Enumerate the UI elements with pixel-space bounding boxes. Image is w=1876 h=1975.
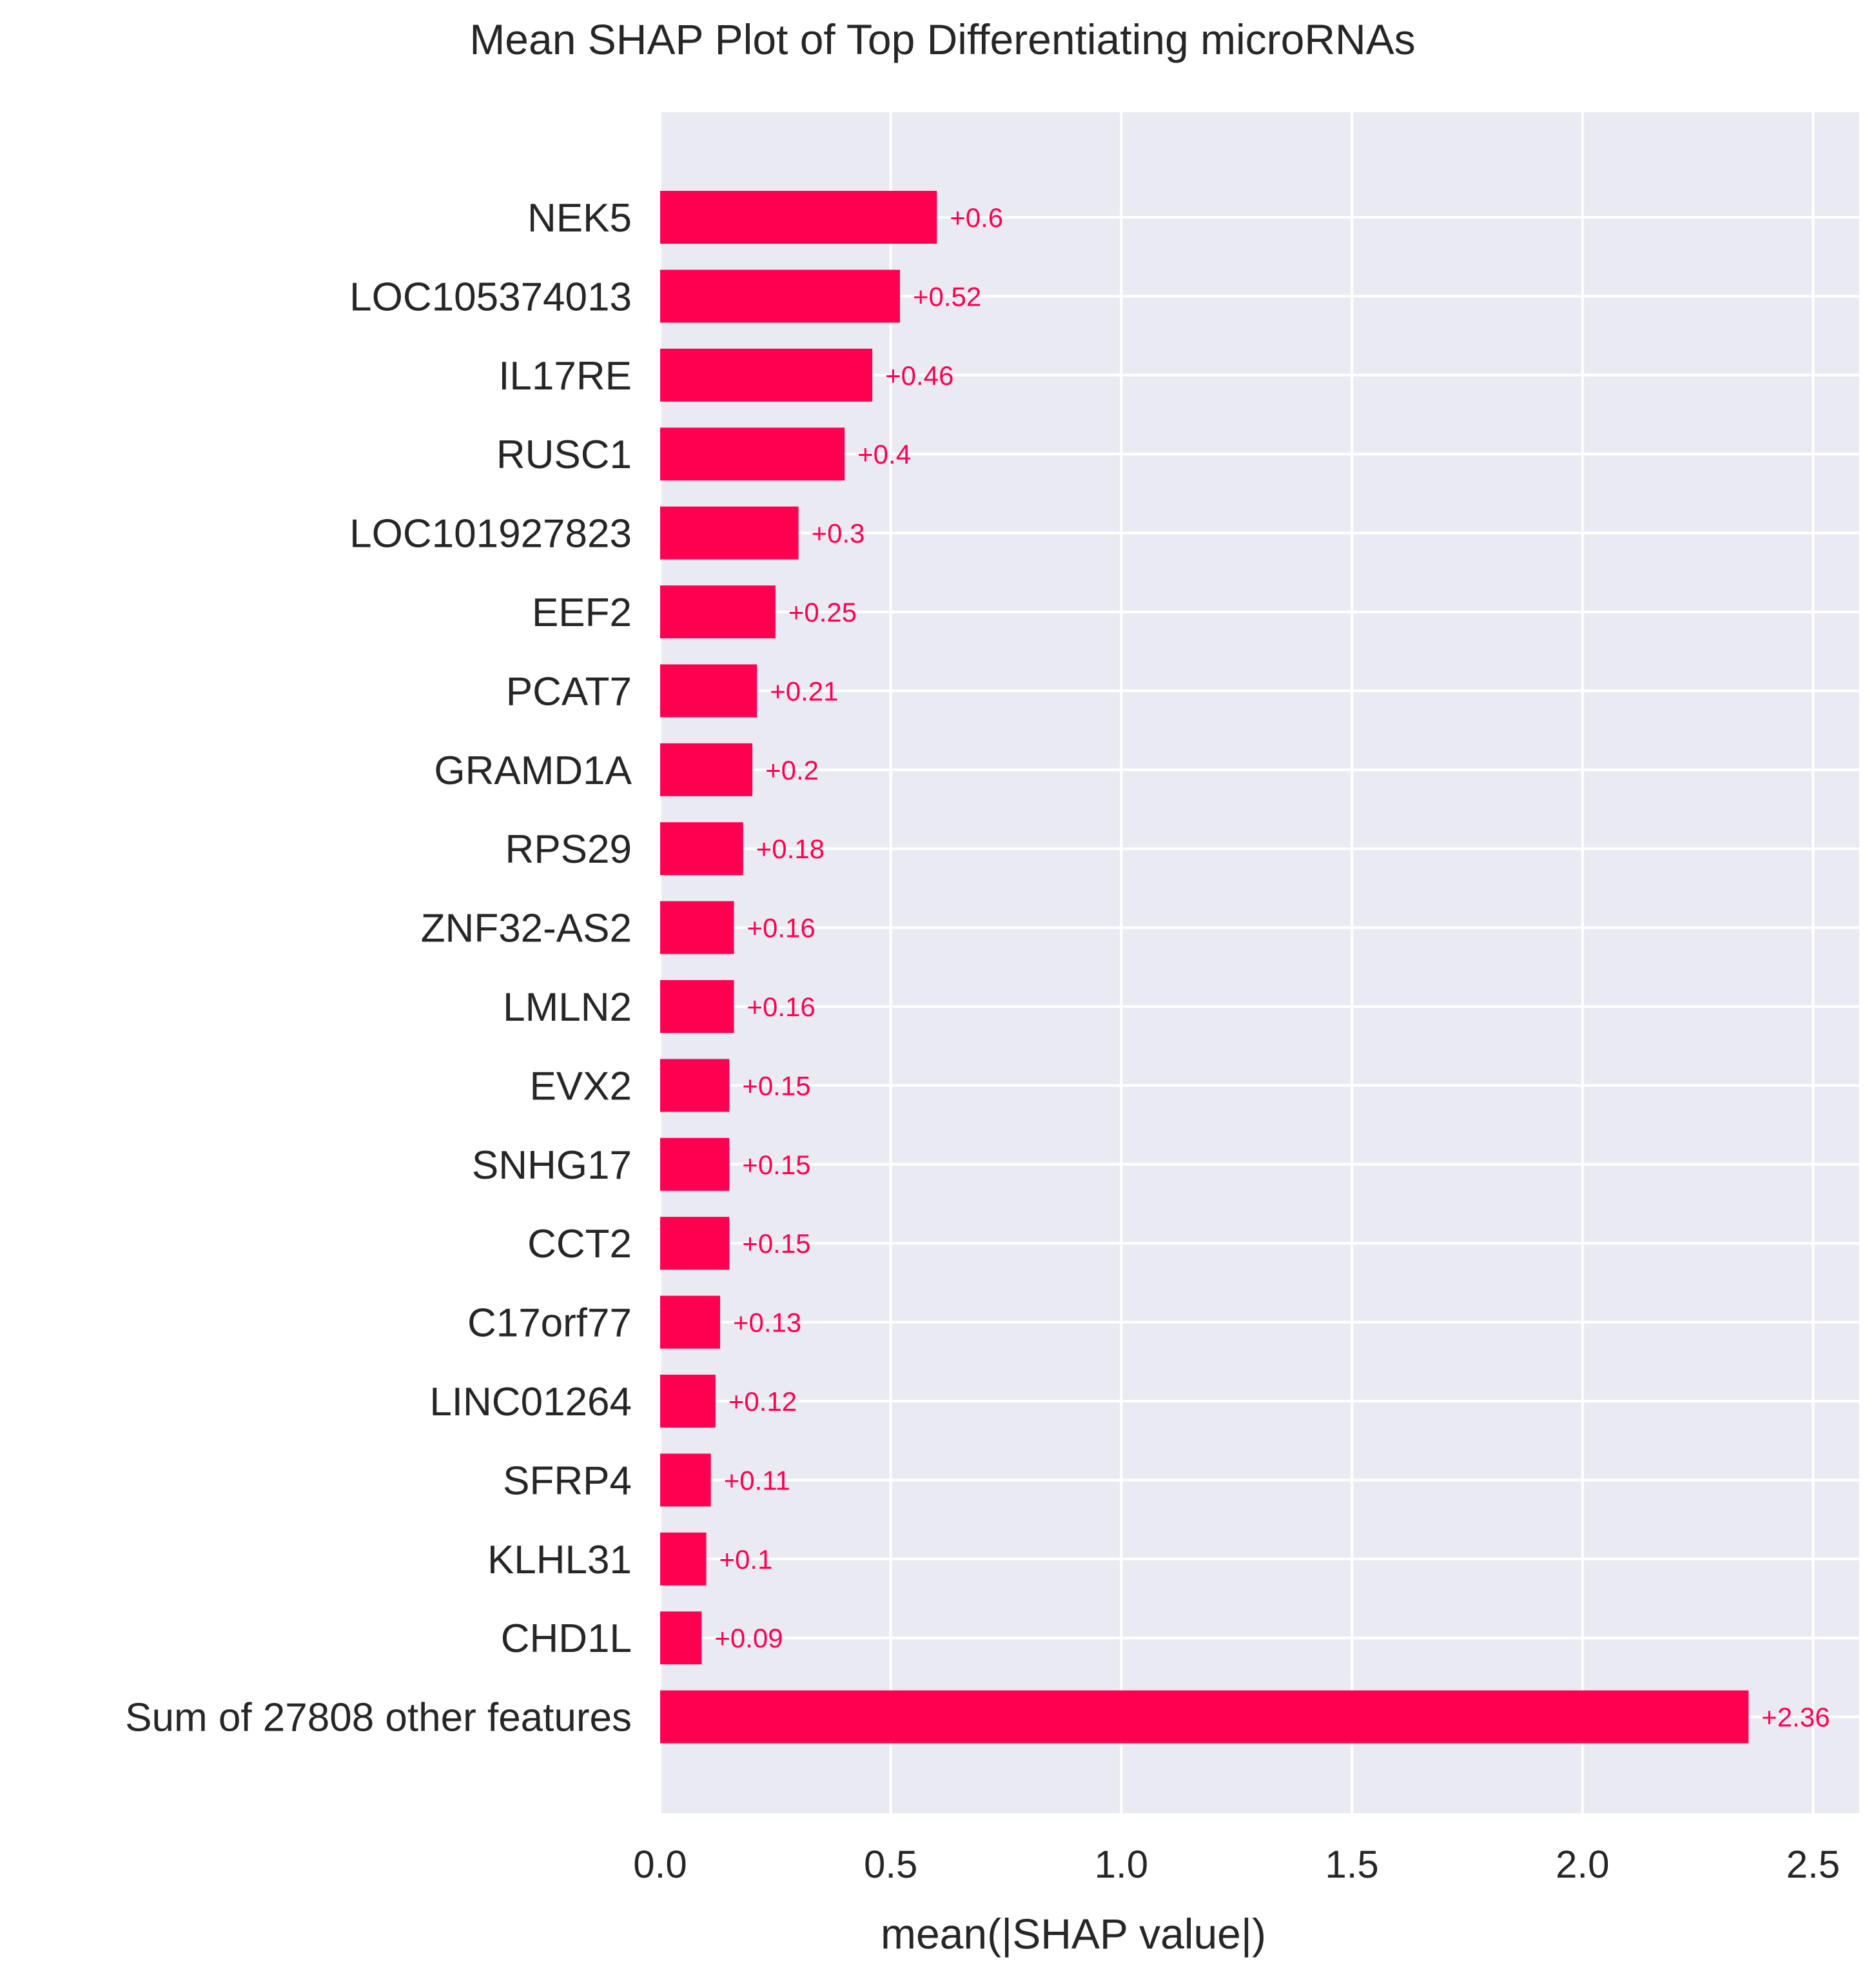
bars: [660, 191, 1749, 1744]
data-label: +0.12: [728, 1386, 797, 1417]
y-tick-label: CHD1L: [501, 1616, 632, 1661]
y-tick-label: C17orf77: [467, 1301, 632, 1346]
y-tick-label: EEF2: [532, 591, 632, 635]
bar: [660, 980, 734, 1033]
data-label: +0.2: [765, 755, 819, 785]
y-axis-labels: NEK5 LOC105374013 IL17RE RUSC1 LOC101927823 E…: [125, 196, 632, 1740]
data-label: +0.16: [747, 992, 815, 1022]
bar: [660, 1375, 716, 1428]
y-tick-label: LOC101927823: [349, 512, 632, 556]
y-tick-label: LMLN2: [503, 985, 632, 1030]
data-label: +0.09: [714, 1623, 783, 1653]
y-tick-label: SNHG17: [472, 1143, 632, 1188]
bar: [660, 270, 900, 323]
x-tick-label: 0.5: [864, 1843, 917, 1886]
data-label: +0.15: [742, 1150, 810, 1180]
bar: [660, 822, 743, 876]
bar: [660, 348, 873, 402]
bar: [660, 1059, 730, 1112]
y-tick-label: NEK5: [527, 196, 632, 241]
data-label: +0.4: [857, 439, 911, 469]
data-label: +0.46: [885, 360, 953, 391]
bar: [660, 506, 799, 560]
data-label: +0.1: [719, 1544, 773, 1575]
bar: [660, 1532, 707, 1586]
y-tick-label: IL17RE: [498, 354, 632, 398]
data-label: +0.52: [913, 281, 981, 311]
y-tick-label: PCAT7: [506, 669, 632, 714]
x-axis-label: mean(|SHAP value|): [881, 1910, 1266, 1958]
x-tick-label: 2.0: [1556, 1843, 1609, 1886]
bar: [660, 1137, 730, 1191]
y-tick-label: KLHL31: [487, 1538, 632, 1582]
x-axis-ticks: 0.0 0.5 1.0 1.5 2.0 2.5: [633, 1843, 1840, 1886]
value-labels: +0.6 +0.52 +0.46 +0.4 +0.3 +0.25 +0.21 +0.2 +0.1…: [714, 202, 1830, 1733]
y-tick-label: SFRP4: [503, 1459, 632, 1503]
data-label: +0.15: [742, 1228, 810, 1259]
y-tick-label: ZNF32-AS2: [421, 907, 632, 951]
bar: [660, 1690, 1749, 1744]
data-label: +2.36: [1761, 1702, 1830, 1733]
y-tick-label: RPS29: [505, 827, 632, 872]
y-tick-label: EVX2: [529, 1064, 632, 1108]
x-tick-label: 0.0: [633, 1843, 687, 1886]
y-tick-label: RUSC1: [496, 433, 632, 477]
bar: [660, 1217, 730, 1270]
y-tick-label: GRAMD1A: [434, 749, 632, 793]
bar: [660, 427, 845, 481]
y-tick-label: CCT2: [527, 1222, 632, 1266]
data-label: +0.21: [770, 676, 838, 706]
x-tick-label: 2.5: [1786, 1843, 1840, 1886]
y-tick-label: LOC105374013: [349, 275, 632, 319]
data-label: +0.18: [756, 834, 825, 864]
data-label: +0.15: [742, 1070, 810, 1101]
chart-title: Mean SHAP Plot of Top Differentiating mi…: [469, 15, 1415, 63]
x-tick-label: 1.0: [1095, 1843, 1148, 1886]
bar: [660, 743, 753, 796]
bar: [660, 585, 776, 638]
bar: [660, 664, 757, 718]
y-tick-label: Sum of 27808 other features: [125, 1696, 632, 1740]
data-label: +0.13: [733, 1308, 801, 1338]
bar: [660, 1295, 720, 1349]
data-label: +0.3: [812, 518, 865, 549]
data-label: +0.11: [724, 1465, 790, 1495]
data-label: +0.25: [788, 597, 857, 627]
data-label: +0.6: [950, 202, 1003, 233]
x-tick-label: 1.5: [1325, 1843, 1378, 1886]
bar: [660, 191, 937, 244]
bar: [660, 1611, 702, 1665]
data-label: +0.16: [747, 913, 815, 943]
bar: [660, 1453, 711, 1507]
y-tick-label: LINC01264: [429, 1380, 632, 1424]
bar: [660, 901, 734, 954]
